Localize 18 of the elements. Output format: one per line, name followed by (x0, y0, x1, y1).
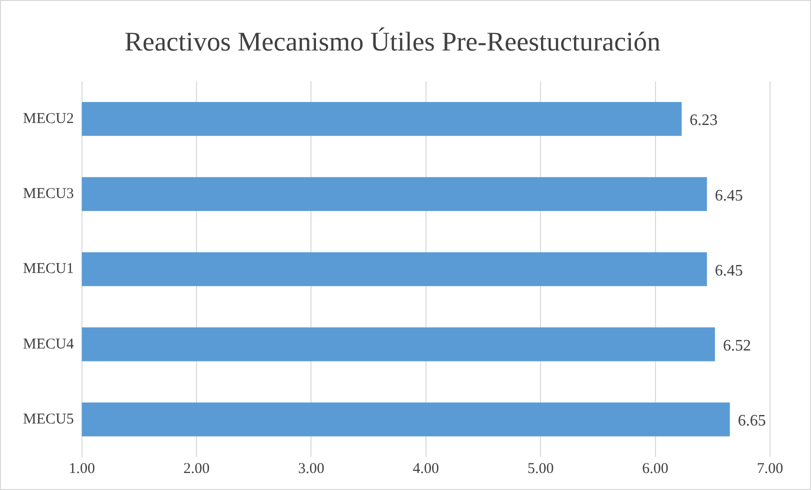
x-tick-label: 7.00 (756, 460, 784, 477)
y-tick-label: MECU1 (22, 261, 74, 278)
x-tick-label: 5.00 (527, 460, 554, 477)
y-tick-label: MECU5 (22, 411, 74, 428)
data-label: 6.52 (722, 338, 751, 355)
y-tick-label: MECU2 (22, 110, 74, 127)
data-label: 6.45 (714, 187, 743, 204)
y-tick-label: MECU4 (22, 336, 74, 352)
y-tick-label: MECU3 (22, 186, 74, 202)
x-tick-label: 6.00 (642, 460, 668, 477)
x-tick-label: 4.00 (412, 460, 440, 477)
chart-title: Reactivos Mecanismo Útiles Pre-Reestucturación (124, 26, 662, 56)
data-label: 6.65 (738, 412, 766, 430)
data-label: 6.23 (690, 112, 718, 130)
data-label: 6.45 (714, 262, 743, 280)
x-tick-label: 1.00 (68, 460, 95, 477)
x-tick-label: 2.00 (183, 460, 210, 477)
x-tick-label: 3.00 (298, 460, 324, 477)
